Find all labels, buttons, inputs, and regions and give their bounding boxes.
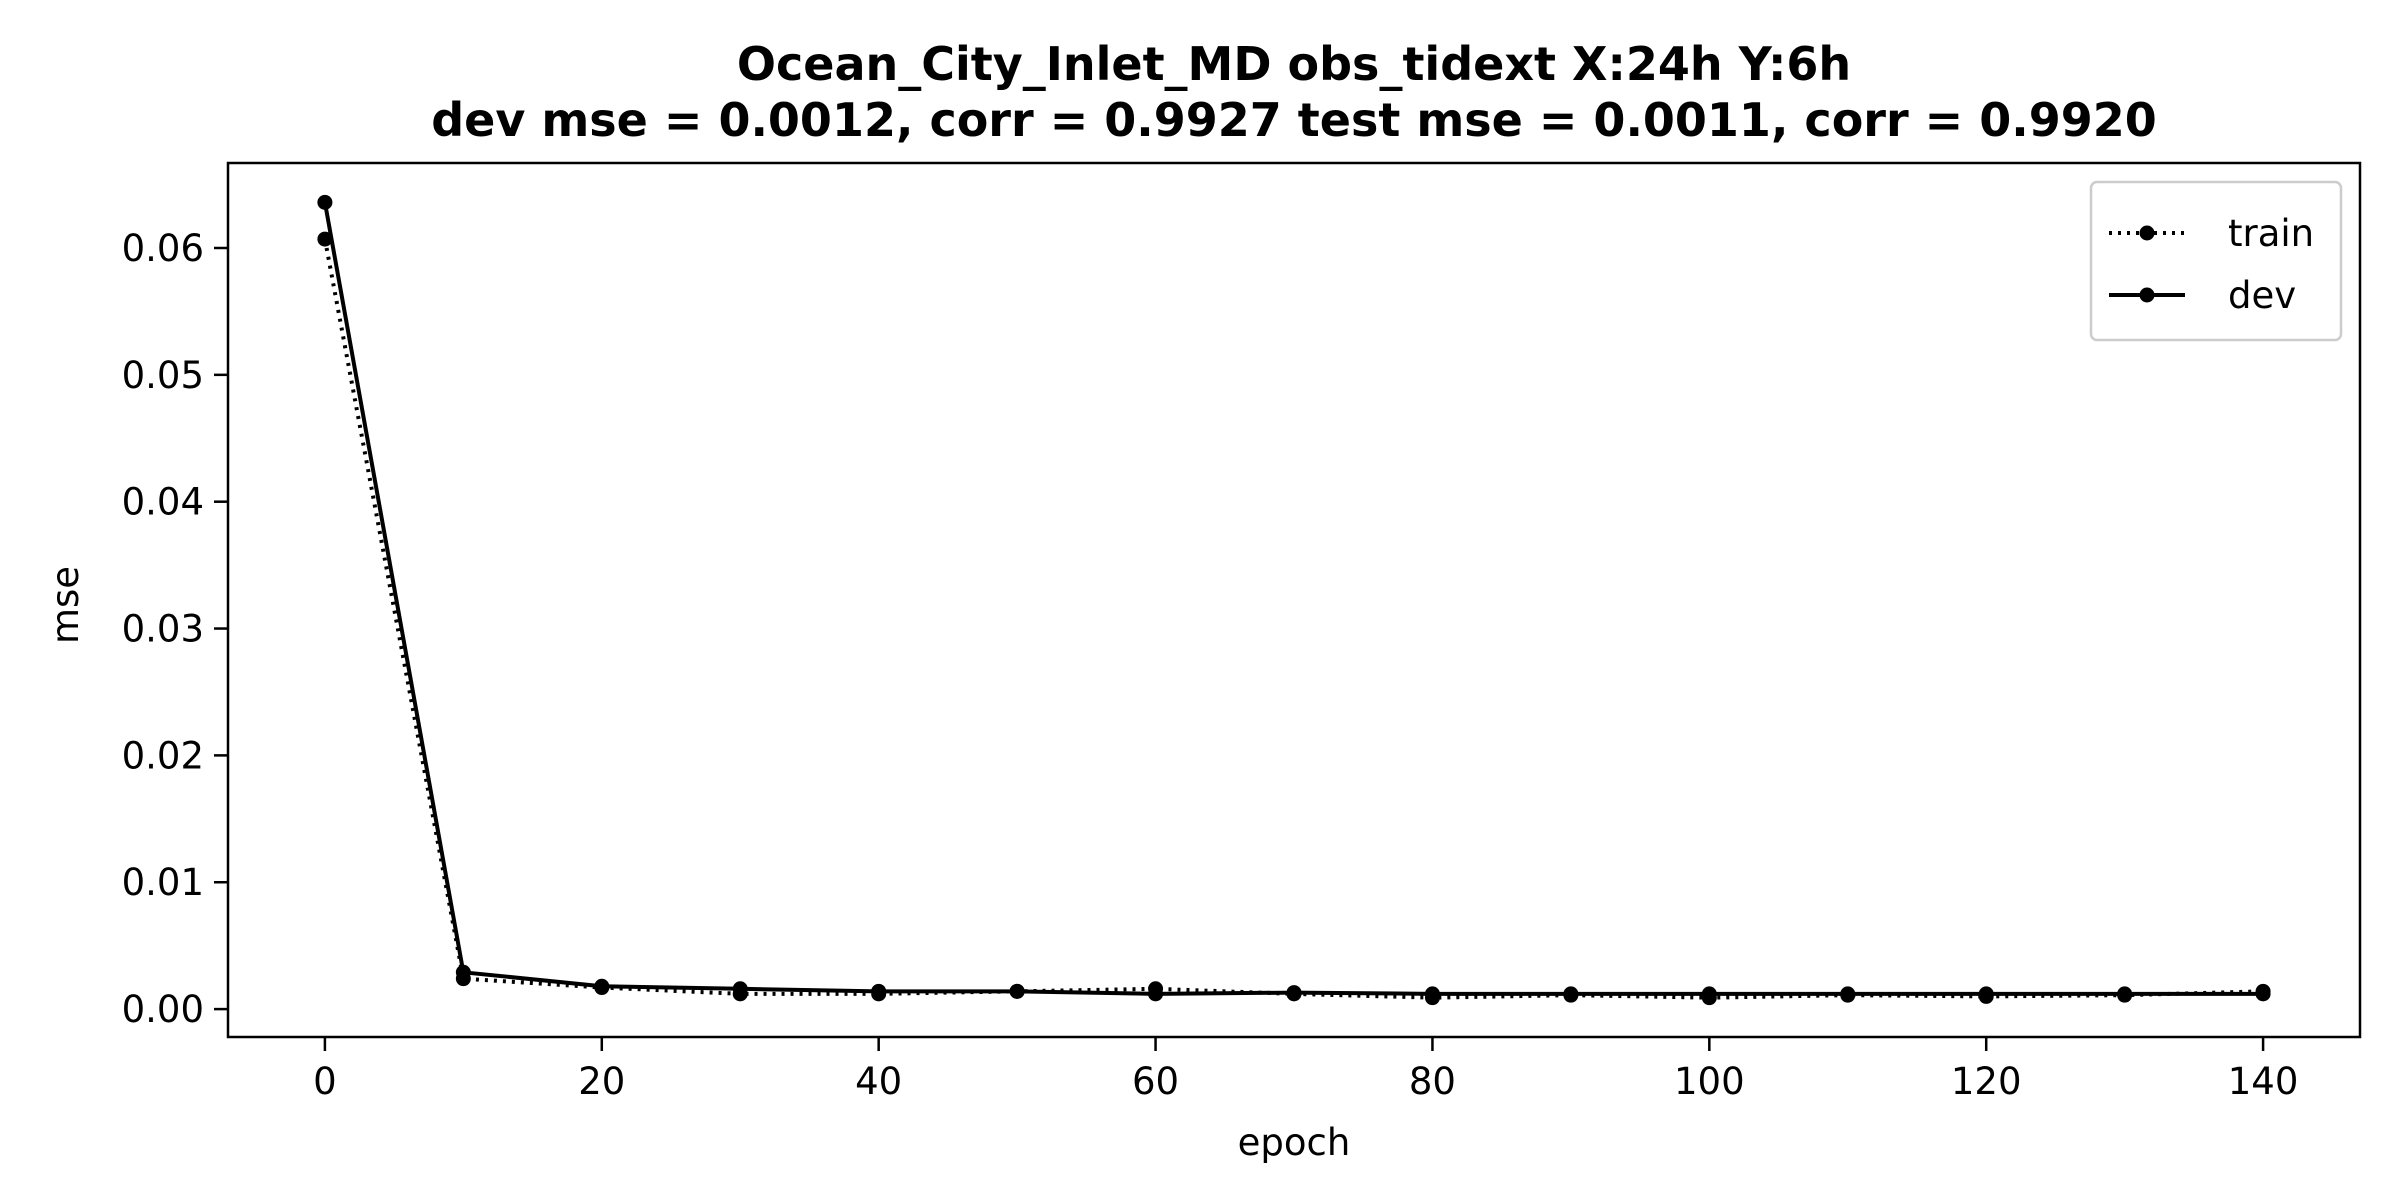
x-tick-label-5: 100: [1674, 1060, 1745, 1103]
x-tick-label-4: 80: [1409, 1060, 1456, 1103]
series-point-dev-10: [1701, 986, 1717, 1002]
chart-title-line2: dev mse = 0.0012, corr = 0.9927 test mse…: [431, 93, 2157, 147]
series-point-dev-1: [455, 964, 471, 980]
x-tick-label-1: 20: [578, 1060, 625, 1103]
series-point-dev-11: [1840, 986, 1856, 1002]
y-axis-label: mse: [44, 566, 87, 644]
y-tick-label-5: 0.05: [122, 354, 204, 397]
plot-frame: [226, 161, 2362, 1039]
chart-title-line1: Ocean_City_Inlet_MD obs_tidext X:24h Y:6…: [737, 37, 1851, 91]
series-point-dev-9: [1563, 986, 1579, 1002]
series-line-train: [322, 238, 2264, 1000]
axes-layer: 0 20 40 60 80 100 120 140 0.00 0.01 0.02 0.03 0.04 0.…: [122, 161, 2362, 1103]
y-tick-label-3: 0.03: [122, 608, 204, 651]
series-point-dev-2: [594, 978, 610, 994]
x-tick-label-2: 40: [855, 1060, 902, 1103]
y-tick-label-1: 0.01: [122, 861, 204, 904]
series-layer: [317, 194, 2271, 1006]
title-group: Ocean_City_Inlet_MD obs_tidext X:24h Y:6…: [431, 37, 2157, 147]
x-tick-label-7: 140: [2228, 1060, 2299, 1103]
x-tick-label-3: 60: [1132, 1060, 1179, 1103]
legend-label-train: train: [2228, 212, 2314, 255]
legend-marker-dev: [2139, 287, 2155, 303]
series-point-train-0: [317, 231, 333, 247]
series-point-dev-7: [1286, 985, 1302, 1001]
legend: train dev: [2089, 180, 2343, 342]
y-tick-label-4: 0.04: [122, 481, 204, 524]
legend-label-dev: dev: [2228, 274, 2296, 317]
x-tick-label-6: 120: [1951, 1060, 2022, 1103]
series-point-dev-4: [871, 983, 887, 999]
legend-marker-train: [2139, 225, 2155, 241]
x-tick-label-0: 0: [313, 1060, 337, 1103]
series-point-dev-8: [1424, 986, 1440, 1002]
legend-box: [2089, 180, 2343, 342]
y-tick-label-6: 0.06: [122, 227, 204, 270]
y-tick-label-2: 0.02: [122, 734, 204, 777]
series-point-dev-13: [2117, 986, 2133, 1002]
series-point-dev-14: [2255, 986, 2271, 1002]
series-point-dev-5: [1009, 983, 1025, 999]
x-axis-label: epoch: [1238, 1121, 1351, 1164]
series-point-dev-6: [1148, 986, 1164, 1002]
series-point-dev-12: [1978, 986, 1994, 1002]
y-tick-label-0: 0.00: [122, 988, 204, 1031]
series-line-dev: [322, 201, 2264, 996]
series-point-dev-3: [732, 981, 748, 997]
series-point-dev-0: [317, 194, 333, 210]
